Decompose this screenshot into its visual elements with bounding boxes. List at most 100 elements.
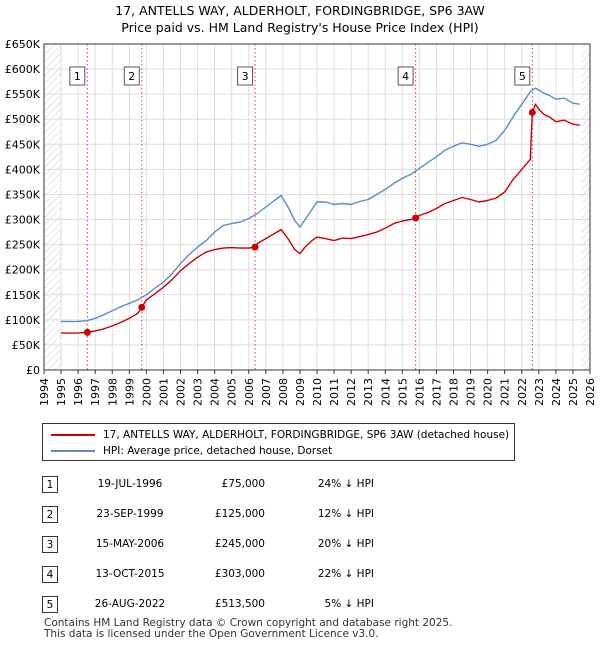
x-tick-label: 1994 (38, 378, 51, 406)
x-tick-label: 2023 (533, 378, 546, 406)
sale-marker-number: 4 (402, 70, 409, 83)
y-tick-label: £100K (5, 314, 41, 327)
legend-swatch-hpi (51, 450, 95, 452)
legend: 17, ANTELLS WAY, ALDERHOLT, FORDINGBRIDG… (42, 423, 515, 461)
sale-hpi-diff: 5% ↓ HPI (324, 598, 374, 610)
x-tick-label: 2026 (584, 378, 597, 406)
sale-marker-label: 5 (514, 66, 531, 86)
table-row: 4 13-OCT-2015 £303,000 22% ↓ HPI (0, 566, 600, 586)
sale-date: 26-AUG-2022 (94, 598, 166, 610)
property-series-line (61, 103, 580, 334)
sale-marker-box (397, 66, 414, 86)
x-tick-label: 2015 (396, 378, 409, 406)
title-line-2: Price paid vs. HM Land Registry's House … (121, 20, 479, 35)
legend-label-hpi: HPI: Average price, detached house, Dors… (103, 445, 333, 457)
x-tick-label: 2005 (226, 378, 239, 406)
sale-marker-number: 2 (128, 70, 135, 83)
sale-date: 19-JUL-1996 (97, 478, 163, 490)
sale-date: 23-SEP-1999 (96, 508, 164, 520)
chart-title: 17, ANTELLS WAY, ALDERHOLT, FORDINGBRIDG… (0, 2, 600, 36)
x-tick-label: 2012 (345, 378, 358, 406)
sale-marker-number: 5 (519, 70, 526, 83)
hatched-region (581, 44, 590, 370)
sale-marker-label: 3 (237, 66, 254, 86)
sale-point (138, 303, 146, 311)
y-tick-label: £200K (5, 264, 41, 277)
x-tick-label: 2011 (328, 378, 341, 406)
table-row: 3 15-MAY-2006 £245,000 20% ↓ HPI (0, 536, 600, 556)
y-tick-label: £600K (5, 63, 41, 76)
x-tick-label: 2018 (448, 378, 461, 406)
x-tick-label: 2004 (209, 378, 222, 406)
x-tick-label: 1996 (72, 378, 85, 406)
y-tick-label: £300K (5, 214, 41, 227)
table-row: 1 19-JUL-1996 £75,000 24% ↓ HPI (0, 476, 600, 496)
x-tick-label: 2007 (260, 378, 273, 406)
x-tick-label: 1995 (55, 378, 68, 406)
legend-swatch-property (51, 434, 95, 436)
price-chart: 1 2 3 4 5 1994 1995 1996 1997 1998 1999 2000 2001 20… (5, 38, 597, 406)
y-tick-label: £500K (5, 113, 41, 126)
x-tick-label: 2000 (140, 378, 153, 406)
x-tick-label: 2014 (379, 378, 392, 406)
sale-number-badge: 3 (42, 536, 58, 553)
title-line-1: 17, ANTELLS WAY, ALDERHOLT, FORDINGBRIDG… (115, 3, 485, 18)
hpi-series-line (61, 87, 580, 323)
sale-marker-label: 2 (123, 66, 140, 86)
sale-number-badge: 4 (42, 566, 58, 583)
sale-marker-box (237, 66, 254, 86)
x-tick-label: 2024 (550, 378, 563, 406)
y-tick-label: £650K (5, 38, 41, 51)
y-tick-label: £250K (5, 239, 41, 252)
sale-price: £75,000 (221, 478, 265, 490)
x-tick-label: 1998 (106, 378, 119, 406)
footer-line-1: Contains HM Land Registry data © Crown c… (44, 617, 453, 629)
sale-number-badge: 5 (42, 596, 58, 613)
sale-hpi-diff: 24% ↓ HPI (317, 478, 374, 490)
sale-point (412, 214, 420, 222)
x-tick-label: 2016 (413, 378, 426, 406)
x-tick-label: 2002 (175, 378, 188, 406)
sale-date: 13-OCT-2015 (95, 568, 165, 580)
sale-price: £513,500 (214, 598, 265, 610)
plot-frame (43, 43, 591, 371)
x-tick-label: 2003 (192, 378, 205, 406)
sale-date: 15-MAY-2006 (95, 538, 165, 550)
x-tick-label: 2001 (157, 378, 170, 406)
sale-point (83, 328, 91, 336)
sale-number-badge: 1 (42, 476, 58, 493)
footer-line-2: This data is licensed under the Open Gov… (44, 628, 379, 640)
hatched-region (44, 44, 62, 370)
sale-price: £245,000 (214, 538, 265, 550)
sale-marker-label: 1 (69, 66, 86, 86)
x-tick-label: 2013 (362, 378, 375, 406)
sale-number-badge: 2 (42, 506, 58, 523)
legend-label-property: 17, ANTELLS WAY, ALDERHOLT, FORDINGBRIDG… (103, 429, 510, 441)
sale-marker-number: 1 (74, 70, 81, 83)
x-tick-label: 2009 (294, 378, 307, 406)
sale-marker-box (514, 66, 531, 86)
y-tick-label: £50K (12, 339, 41, 352)
table-row: 5 26-AUG-2022 £513,500 5% ↓ HPI (0, 596, 600, 616)
x-tick-label: 2010 (311, 378, 324, 406)
y-tick-label: £450K (5, 138, 41, 151)
x-tick-label: 2008 (277, 378, 290, 406)
y-tick-label: £400K (5, 163, 41, 176)
sale-price: £303,000 (214, 568, 265, 580)
sale-point (251, 243, 259, 251)
sale-price: £125,000 (214, 508, 265, 520)
y-tick-label: £150K (5, 289, 41, 302)
sale-marker-number: 3 (242, 70, 249, 83)
x-tick-label: 1997 (89, 378, 102, 406)
table-row: 2 23-SEP-1999 £125,000 12% ↓ HPI (0, 506, 600, 526)
x-tick-label: 2006 (243, 378, 256, 406)
x-tick-label: 2017 (430, 378, 443, 406)
sale-marker-label: 4 (397, 66, 414, 86)
legend-item-hpi: HPI: Average price, detached house, Dors… (51, 443, 332, 459)
sale-point (528, 108, 536, 116)
x-tick-label: 2019 (465, 378, 478, 406)
x-tick-label: 2022 (516, 378, 529, 406)
x-tick-label: 2025 (567, 378, 580, 406)
y-tick-label: £0 (26, 364, 40, 377)
legend-item-property: 17, ANTELLS WAY, ALDERHOLT, FORDINGBRIDG… (51, 427, 509, 443)
